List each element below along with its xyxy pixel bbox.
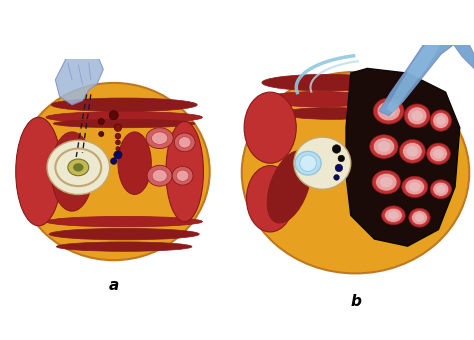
- Circle shape: [110, 158, 117, 165]
- Ellipse shape: [402, 142, 422, 160]
- Circle shape: [332, 145, 341, 153]
- Ellipse shape: [401, 176, 428, 198]
- Ellipse shape: [73, 163, 83, 172]
- Circle shape: [98, 118, 104, 125]
- Ellipse shape: [370, 135, 398, 158]
- Circle shape: [116, 147, 120, 151]
- Ellipse shape: [377, 101, 400, 121]
- Ellipse shape: [18, 83, 210, 260]
- Ellipse shape: [146, 128, 173, 149]
- Ellipse shape: [68, 159, 89, 176]
- Ellipse shape: [46, 112, 202, 123]
- Ellipse shape: [399, 139, 426, 163]
- Circle shape: [115, 133, 121, 139]
- Ellipse shape: [430, 180, 451, 199]
- Ellipse shape: [53, 119, 195, 128]
- Ellipse shape: [404, 104, 430, 128]
- Circle shape: [109, 110, 118, 120]
- Ellipse shape: [174, 133, 195, 152]
- Ellipse shape: [118, 132, 151, 194]
- Ellipse shape: [415, 214, 424, 222]
- Ellipse shape: [433, 182, 449, 197]
- Ellipse shape: [147, 165, 172, 186]
- Circle shape: [338, 155, 345, 162]
- Ellipse shape: [409, 182, 420, 192]
- Ellipse shape: [373, 138, 394, 155]
- Ellipse shape: [409, 208, 430, 227]
- Circle shape: [99, 131, 104, 137]
- Ellipse shape: [242, 72, 469, 273]
- Circle shape: [335, 164, 343, 172]
- Ellipse shape: [433, 149, 444, 158]
- Ellipse shape: [49, 228, 199, 240]
- Ellipse shape: [411, 210, 428, 225]
- Ellipse shape: [51, 98, 197, 112]
- Ellipse shape: [407, 107, 427, 125]
- Ellipse shape: [382, 105, 396, 117]
- Ellipse shape: [152, 132, 168, 144]
- Text: a: a: [109, 278, 119, 293]
- Ellipse shape: [244, 92, 296, 163]
- Ellipse shape: [407, 146, 418, 157]
- Ellipse shape: [267, 151, 311, 223]
- Ellipse shape: [294, 137, 351, 189]
- Ellipse shape: [375, 173, 397, 191]
- Ellipse shape: [16, 117, 62, 226]
- Ellipse shape: [282, 107, 382, 119]
- Ellipse shape: [51, 132, 93, 211]
- Ellipse shape: [377, 141, 390, 152]
- Ellipse shape: [372, 170, 401, 194]
- Polygon shape: [346, 68, 460, 246]
- Ellipse shape: [56, 242, 192, 251]
- Ellipse shape: [295, 151, 321, 175]
- Ellipse shape: [405, 179, 425, 195]
- Polygon shape: [450, 40, 474, 68]
- Text: b: b: [350, 293, 361, 309]
- Ellipse shape: [46, 216, 202, 227]
- Ellipse shape: [433, 113, 449, 129]
- Ellipse shape: [411, 110, 423, 121]
- Ellipse shape: [47, 140, 109, 194]
- Ellipse shape: [427, 143, 450, 164]
- Ellipse shape: [176, 170, 189, 181]
- Ellipse shape: [300, 155, 317, 171]
- Ellipse shape: [178, 137, 191, 148]
- Circle shape: [114, 124, 122, 132]
- Ellipse shape: [380, 177, 392, 187]
- Ellipse shape: [388, 211, 399, 220]
- Polygon shape: [386, 40, 443, 114]
- Circle shape: [114, 151, 122, 159]
- Ellipse shape: [384, 208, 402, 222]
- Ellipse shape: [436, 116, 446, 125]
- Ellipse shape: [430, 110, 451, 131]
- Ellipse shape: [246, 166, 294, 232]
- Ellipse shape: [172, 166, 193, 185]
- Ellipse shape: [429, 146, 447, 162]
- Polygon shape: [55, 55, 103, 105]
- Ellipse shape: [152, 169, 167, 182]
- Circle shape: [116, 140, 120, 145]
- Ellipse shape: [373, 98, 404, 124]
- Ellipse shape: [263, 91, 377, 107]
- Circle shape: [334, 174, 339, 180]
- Ellipse shape: [262, 74, 392, 91]
- Ellipse shape: [382, 206, 405, 225]
- Ellipse shape: [166, 121, 203, 222]
- Polygon shape: [379, 40, 460, 116]
- Ellipse shape: [436, 185, 446, 193]
